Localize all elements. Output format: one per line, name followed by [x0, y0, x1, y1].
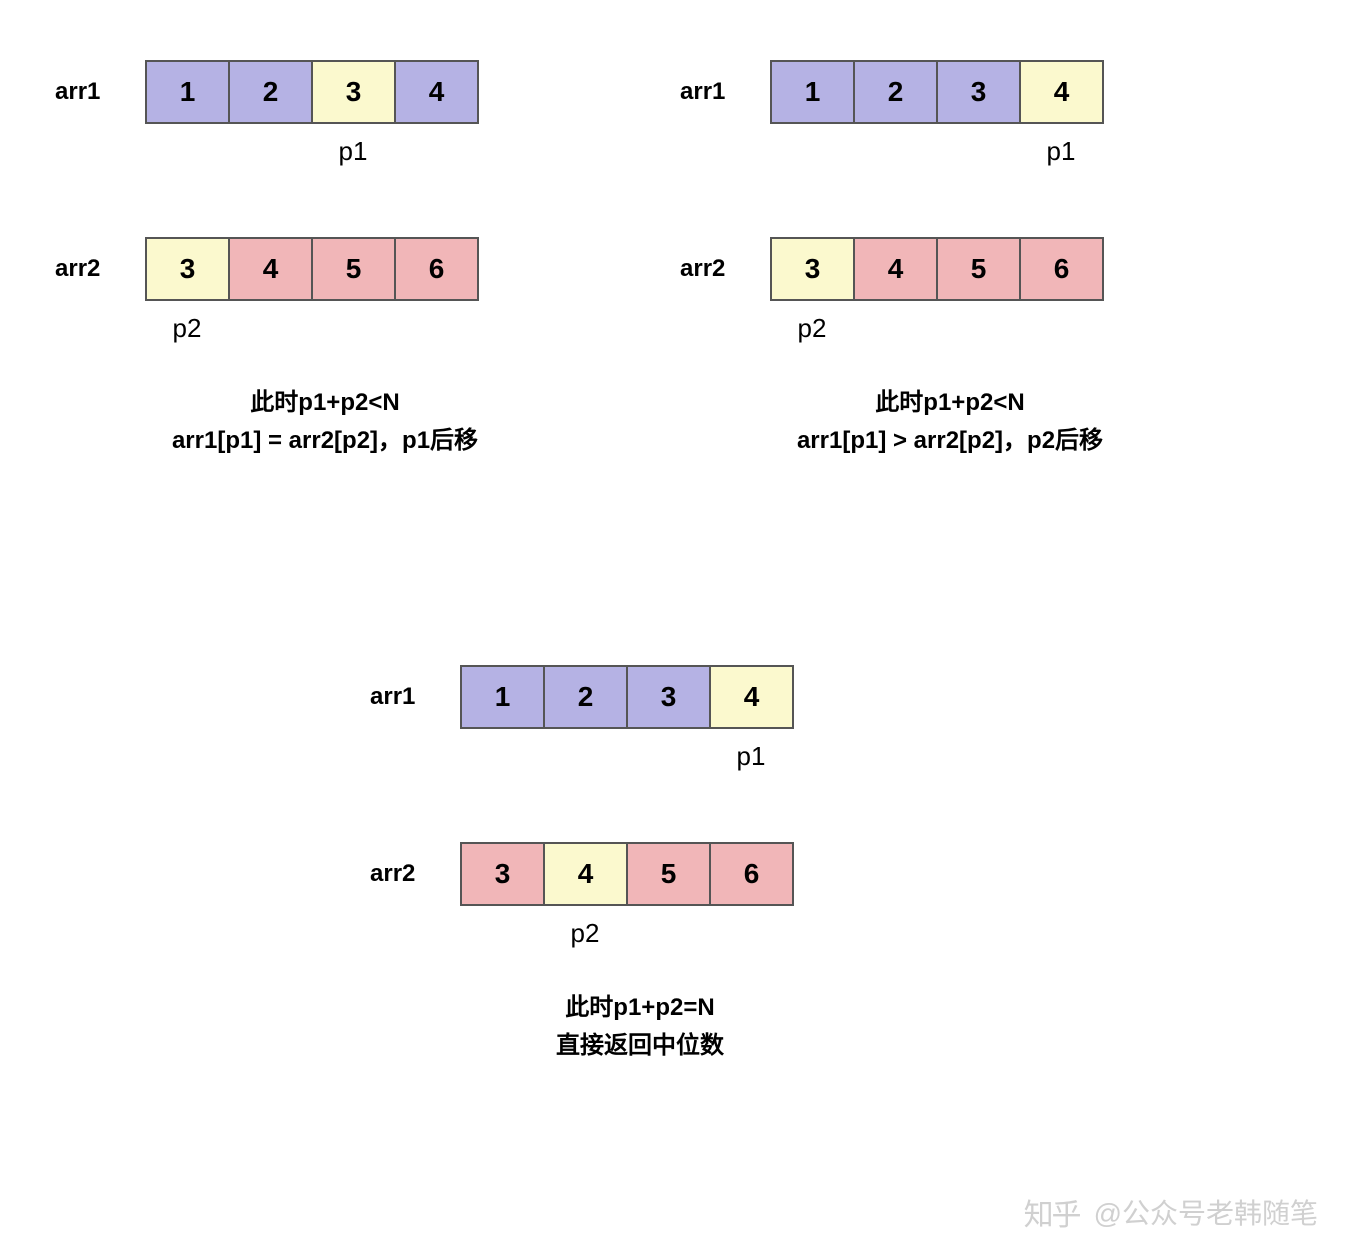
- arr1-label: arr1: [680, 78, 770, 106]
- arr2-label: arr2: [370, 860, 460, 888]
- arr2-cells: 3 4 5 6: [460, 842, 794, 906]
- caption: 此时p1+p2<N arr1[p1] > arr2[p2]，p2后移: [680, 384, 1220, 461]
- panel-top-left: arr1 1 2 3 4 p1 arr2 3 4 5 6 p2 此时p1+p2<…: [55, 60, 595, 461]
- pointer-p1: p1: [737, 741, 911, 772]
- arr2-label: arr2: [55, 255, 145, 283]
- arr1-cell: 1: [460, 665, 545, 729]
- watermark-text: @公众号老韩随笔: [1094, 1192, 1318, 1232]
- arr2-cell: 3: [460, 842, 545, 906]
- pointer-p2: p2: [173, 313, 596, 344]
- arr2-cell: 5: [626, 842, 711, 906]
- caption-line2: arr1[p1] = arr2[p2]，p1后移: [55, 422, 595, 460]
- caption-line1: 此时p1+p2=N: [370, 989, 910, 1027]
- watermark: 知乎 @公众号老韩随笔: [1024, 1190, 1318, 1234]
- arr2-cell: 5: [936, 237, 1021, 301]
- arr1-cell: 4: [394, 60, 479, 124]
- caption-line1: 此时p1+p2<N: [680, 384, 1220, 422]
- pointer-p1: p1: [339, 136, 596, 167]
- arr2-cell: 6: [709, 842, 794, 906]
- arr1-label: arr1: [55, 78, 145, 106]
- caption: 此时p1+p2<N arr1[p1] = arr2[p2]，p1后移: [55, 384, 595, 461]
- arr2-cell: 4: [228, 237, 313, 301]
- arr1-cell: 2: [228, 60, 313, 124]
- panel-bottom: arr1 1 2 3 4 p1 arr2 3 4 5 6 p2 此时p1+p2=…: [370, 665, 910, 1066]
- pointer-p2: p2: [798, 313, 1221, 344]
- arr1-label: arr1: [370, 683, 460, 711]
- arr2-row: arr2 3 4 5 6: [55, 237, 595, 301]
- arr2-row: arr2 3 4 5 6: [370, 842, 910, 906]
- arr1-cell: 3: [311, 60, 396, 124]
- arr1-cell: 2: [543, 665, 628, 729]
- arr1-cells: 1 2 3 4: [770, 60, 1104, 124]
- arr1-cell: 3: [626, 665, 711, 729]
- caption-line2: arr1[p1] > arr2[p2]，p2后移: [680, 422, 1220, 460]
- caption-line2: 直接返回中位数: [370, 1027, 910, 1065]
- pointer-p1: p1: [1047, 136, 1221, 167]
- arr1-cell: 1: [145, 60, 230, 124]
- panel-top-right: arr1 1 2 3 4 p1 arr2 3 4 5 6 p2 此时p1+p2<…: [680, 60, 1220, 461]
- arr2-cell: 3: [770, 237, 855, 301]
- arr2-cell: 4: [853, 237, 938, 301]
- arr2-cell: 4: [543, 842, 628, 906]
- arr1-cell: 4: [1019, 60, 1104, 124]
- arr2-label: arr2: [680, 255, 770, 283]
- arr1-cells: 1 2 3 4: [145, 60, 479, 124]
- arr1-cell: 1: [770, 60, 855, 124]
- arr1-cell: 4: [709, 665, 794, 729]
- arr2-cells: 3 4 5 6: [145, 237, 479, 301]
- zhihu-logo-icon: 知乎: [1024, 1190, 1080, 1234]
- arr2-cells: 3 4 5 6: [770, 237, 1104, 301]
- arr1-cell: 2: [853, 60, 938, 124]
- arr2-cell: 3: [145, 237, 230, 301]
- arr1-row: arr1 1 2 3 4: [370, 665, 910, 729]
- arr1-row: arr1 1 2 3 4: [680, 60, 1220, 124]
- caption-line1: 此时p1+p2<N: [55, 384, 595, 422]
- arr1-cells: 1 2 3 4: [460, 665, 794, 729]
- arr2-cell: 6: [1019, 237, 1104, 301]
- arr1-cell: 3: [936, 60, 1021, 124]
- caption: 此时p1+p2=N 直接返回中位数: [370, 989, 910, 1066]
- arr1-row: arr1 1 2 3 4: [55, 60, 595, 124]
- arr2-row: arr2 3 4 5 6: [680, 237, 1220, 301]
- arr2-cell: 5: [311, 237, 396, 301]
- pointer-p2: p2: [571, 918, 911, 949]
- arr2-cell: 6: [394, 237, 479, 301]
